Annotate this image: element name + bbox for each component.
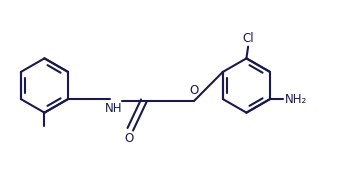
Text: NH₂: NH₂: [285, 93, 308, 106]
Text: Cl: Cl: [242, 32, 254, 45]
Text: NH: NH: [105, 102, 122, 115]
Text: O: O: [124, 132, 133, 145]
Text: O: O: [190, 84, 199, 97]
